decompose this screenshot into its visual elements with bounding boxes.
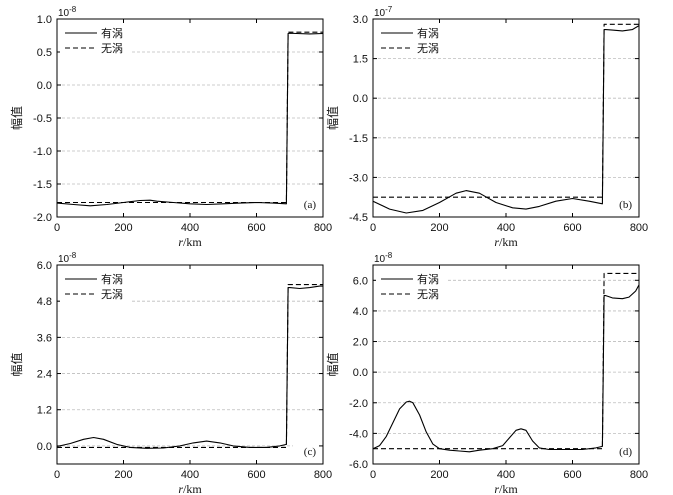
- y-tick-label: -0.5: [33, 113, 52, 125]
- series-line-no-vortex: [57, 31, 323, 204]
- x-tick-label: 0: [54, 469, 60, 481]
- y-tick-label: 3.0: [353, 14, 368, 26]
- x-axis-label: r/km: [494, 482, 518, 495]
- panel-label-bg: [609, 442, 635, 458]
- x-tick-label: 0: [370, 469, 376, 481]
- panel-label: (d): [619, 446, 632, 458]
- y-tick-label: 1.0: [37, 14, 52, 26]
- panel-label: (a): [304, 199, 317, 211]
- x-tick-label: 800: [314, 222, 332, 234]
- x-tick-label: 800: [314, 469, 332, 481]
- legend-label: 有涡: [417, 26, 439, 40]
- x-tick-label: 0: [54, 222, 60, 234]
- series-line-vortex: [372, 284, 640, 453]
- y-axis-label: 幅值: [9, 106, 24, 130]
- legend-label: 有涡: [417, 272, 439, 286]
- y-tick-label: 1.5: [353, 54, 368, 66]
- y-tick-label: -1.5: [33, 179, 52, 191]
- y-axis-label: 幅值: [325, 106, 340, 130]
- series-line-vortex: [56, 32, 324, 207]
- panel-label: (c): [304, 446, 317, 458]
- series-line-no-vortex: [373, 272, 639, 450]
- panel-label-bg: [293, 195, 319, 211]
- legend-box: [60, 269, 130, 303]
- y-tick-label: 2.0: [353, 337, 368, 349]
- x-tick-label: 600: [247, 222, 265, 234]
- legend-box: [376, 269, 446, 303]
- x-tick-label: 800: [630, 222, 648, 234]
- x-tick-label: 200: [430, 222, 448, 234]
- x-axis-label: r/km: [178, 235, 202, 249]
- panel-label-bg: [293, 442, 319, 458]
- y-tick-label: 4.0: [353, 306, 368, 318]
- y-tick-label: -3.0: [349, 172, 368, 184]
- series-line-vortex: [372, 25, 640, 214]
- y-tick-label: -4.5: [349, 212, 368, 224]
- legend-box: [60, 23, 130, 57]
- y-tick-label: 6.0: [37, 260, 52, 272]
- legend-label: 无涡: [101, 288, 123, 301]
- axis-multiplier: 10-8: [58, 5, 77, 19]
- y-tick-label: 1.2: [37, 405, 52, 417]
- axis-multiplier: 10-7: [374, 5, 393, 19]
- y-axis-label: 幅值: [9, 352, 24, 376]
- series-line-no-vortex: [57, 284, 323, 448]
- y-tick-label: 0.0: [353, 93, 368, 105]
- legend-label: 有涡: [101, 26, 123, 40]
- y-tick-label: 0.0: [37, 441, 52, 453]
- x-tick-label: 400: [497, 469, 515, 481]
- x-tick-label: 600: [563, 222, 581, 234]
- series-line-vortex: [56, 285, 323, 449]
- series-line-no-vortex: [373, 23, 639, 198]
- legend-label: 无涡: [417, 42, 439, 55]
- y-tick-label: 3.6: [37, 332, 52, 344]
- x-tick-label: 400: [497, 222, 515, 234]
- x-tick-label: 200: [114, 222, 132, 234]
- y-tick-label: 2.4: [37, 369, 52, 381]
- axis-multiplier: 10-8: [374, 251, 393, 265]
- y-tick-label: 0.0: [353, 367, 368, 379]
- x-tick-label: 600: [563, 469, 581, 481]
- y-tick-label: 0.5: [37, 47, 52, 59]
- x-tick-label: 400: [181, 469, 199, 481]
- legend-label: 无涡: [101, 42, 123, 55]
- y-tick-label: 6.0: [353, 275, 368, 287]
- y-tick-label: -1.5: [349, 133, 368, 145]
- x-axis-label: r/km: [494, 235, 518, 249]
- y-tick-label: 4.8: [37, 296, 52, 308]
- y-tick-label: -4.0: [349, 428, 368, 440]
- panel-label-bg: [609, 195, 635, 211]
- y-tick-label: -6.0: [349, 459, 368, 471]
- chart-panel-4: 0 200 400 600 800 -6.0 -4.0 -2.0 0.0 2.0 4.0 6.0 10-…: [325, 251, 648, 495]
- y-tick-label: 0.0: [37, 80, 52, 92]
- x-tick-label: 800: [630, 469, 648, 481]
- axis-multiplier: 10-8: [58, 251, 77, 265]
- y-axis-label: 幅值: [325, 352, 340, 376]
- chart-panel-2: 0 200 400 600 800 -4.5 -3.0 -1.5 0.0 1.5 3.0 10-7 r/…: [325, 5, 648, 249]
- x-tick-label: 0: [370, 222, 376, 234]
- y-tick-label: -2.0: [349, 398, 368, 410]
- x-axis-label: r/km: [178, 482, 202, 495]
- panel-label: (b): [619, 199, 632, 211]
- y-tick-label: -2.0: [33, 212, 52, 224]
- legend-label: 有涡: [101, 272, 123, 286]
- legend-box: [376, 23, 446, 57]
- x-tick-label: 200: [430, 469, 448, 481]
- x-tick-label: 400: [181, 222, 199, 234]
- x-tick-label: 200: [114, 469, 132, 481]
- chart-panel-3: 0 200 400 600 800 0.0 1.2 2.4 3.6 4.8 6.0 10-8 r/km 幅…: [9, 251, 332, 495]
- legend-label: 无涡: [417, 288, 439, 301]
- chart-panel-1: 0 200 400 600 800 -2.0 -1.5 -1.0 -0.5 0.0 0.5 1.0 10…: [9, 5, 332, 249]
- y-tick-label: -1.0: [33, 146, 52, 158]
- x-tick-label: 600: [247, 469, 265, 481]
